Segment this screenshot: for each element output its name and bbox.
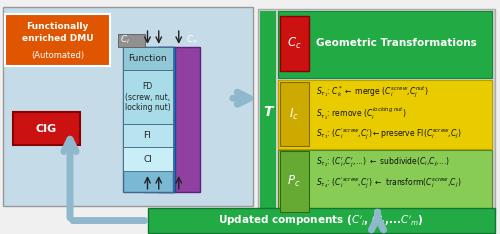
Text: T: T	[263, 105, 273, 119]
FancyBboxPatch shape	[122, 47, 172, 70]
Text: $C_n$: $C_n$	[186, 33, 198, 46]
Text: Geometric Transformations: Geometric Transformations	[316, 38, 477, 48]
Text: Updated components ($C'_i$, $C'_j$,...$C'_m$): Updated components ($C'_i$, $C'_j$,...$C…	[218, 213, 424, 228]
FancyBboxPatch shape	[5, 14, 110, 66]
FancyBboxPatch shape	[280, 82, 308, 146]
FancyBboxPatch shape	[142, 47, 175, 192]
Text: (Automated): (Automated)	[31, 51, 84, 60]
FancyBboxPatch shape	[148, 208, 495, 233]
Text: $S_{\tau_2}$: ($C_i'$,$C_j'$,...) $\leftarrow$ subdivide($C_i$,$C_j$,...): $S_{\tau_2}$: ($C_i'$,$C_j'$,...) $\left…	[316, 156, 450, 170]
FancyBboxPatch shape	[2, 7, 252, 206]
FancyBboxPatch shape	[158, 47, 200, 192]
Text: enriched DMU: enriched DMU	[22, 34, 94, 43]
FancyBboxPatch shape	[118, 34, 145, 47]
FancyBboxPatch shape	[278, 11, 492, 78]
Text: CIG: CIG	[36, 124, 57, 134]
Text: FI: FI	[144, 131, 152, 140]
Text: $P_c$: $P_c$	[287, 174, 301, 189]
FancyBboxPatch shape	[280, 16, 308, 71]
FancyBboxPatch shape	[258, 9, 495, 215]
Text: Function: Function	[128, 54, 167, 63]
Text: FD
(screw, nut,
locking nut): FD (screw, nut, locking nut)	[124, 82, 170, 112]
Text: $S_{\tau_1}$: $C_k^*\leftarrow$ merge ($C_i^{screw}$,$C_j^{nut}$): $S_{\tau_1}$: $C_k^*\leftarrow$ merge ($…	[316, 85, 428, 100]
FancyBboxPatch shape	[278, 80, 492, 149]
Text: $C_c$: $C_c$	[286, 36, 302, 51]
Text: $I_c$: $I_c$	[289, 106, 299, 122]
FancyBboxPatch shape	[260, 11, 276, 214]
FancyBboxPatch shape	[12, 112, 80, 145]
FancyBboxPatch shape	[280, 151, 308, 212]
Text: $S_{\tau_2}$: remove ($C_i^{locking\ nut}$): $S_{\tau_2}$: remove ($C_i^{locking\ nut…	[316, 105, 406, 122]
FancyBboxPatch shape	[122, 70, 172, 124]
Text: $S_{\tau_4}$: ($C_i^{'screw}$,$C_j'$) $\leftarrow$ transform($C_i^{screw}$,$C_j$: $S_{\tau_4}$: ($C_i^{'screw}$,$C_j'$) $\…	[316, 176, 462, 191]
FancyBboxPatch shape	[122, 147, 172, 171]
FancyBboxPatch shape	[122, 47, 172, 192]
Text: Functionally: Functionally	[26, 22, 88, 31]
Text: $C_i$: $C_i$	[120, 33, 130, 46]
Text: CI: CI	[143, 155, 152, 164]
Text: $S_{\tau_3}$: ($C_i^{'screw}$,$C_j'$)$\leftarrow$preserve FI($C_i^{screw}$,$C_j$: $S_{\tau_3}$: ($C_i^{'screw}$,$C_j'$)$\l…	[316, 127, 462, 142]
FancyBboxPatch shape	[278, 150, 492, 213]
FancyBboxPatch shape	[122, 124, 172, 147]
